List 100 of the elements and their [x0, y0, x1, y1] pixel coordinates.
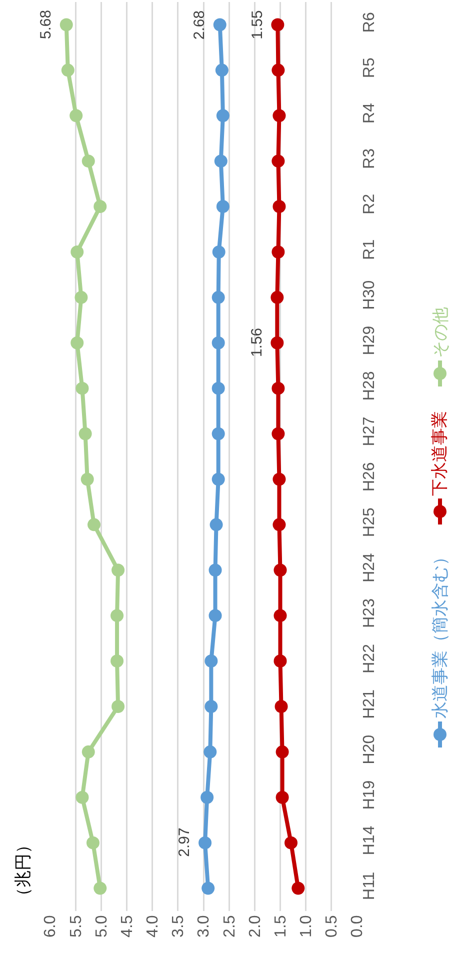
point [112, 700, 125, 713]
x-tick-label: 5.0 [93, 915, 110, 938]
point [70, 109, 83, 122]
point [214, 154, 228, 168]
point [272, 382, 285, 395]
point [274, 609, 287, 622]
y-tick-label: H27 [361, 416, 378, 446]
point [212, 290, 225, 304]
point [208, 609, 222, 622]
point [200, 790, 214, 804]
point [272, 427, 285, 440]
point [276, 790, 289, 804]
y-tick-label: R4 [361, 102, 378, 124]
y-tick-label: H19 [361, 780, 378, 810]
point [216, 200, 230, 214]
x-tick-label: 4.0 [144, 915, 162, 938]
point [198, 836, 212, 850]
point [204, 700, 218, 713]
point [212, 245, 226, 258]
y-tick-label: H22 [361, 644, 378, 674]
point [212, 382, 225, 395]
point [86, 836, 100, 850]
point [272, 200, 286, 214]
x-tick-label: 2.5 [221, 915, 238, 938]
text: 水道事業（簡水含む） [430, 548, 450, 718]
y-tick-label: H24 [361, 552, 378, 582]
point [274, 564, 287, 577]
point [94, 200, 107, 214]
point [202, 882, 215, 895]
point [271, 18, 284, 32]
x-tick-label: 3.0 [196, 915, 213, 938]
y-tick-label: R5 [361, 57, 378, 78]
x-tick-label: 1.5 [272, 915, 290, 938]
x-tick-label: 0.5 [324, 915, 341, 938]
point [76, 790, 89, 804]
x-tick-label: 4.5 [118, 915, 136, 938]
y-tick-label: R3 [361, 148, 378, 169]
point [272, 245, 285, 258]
point [212, 336, 225, 350]
y-axis-title: （兆円） [13, 836, 32, 904]
data-label: 5.68 [38, 10, 55, 40]
text: 下水道事業 [430, 411, 449, 496]
point [215, 64, 228, 77]
y-tick-label: H11 [361, 872, 378, 900]
x-tick-label: 2.0 [246, 915, 264, 938]
y-tick-label: H21 [361, 689, 378, 719]
point [82, 154, 95, 168]
point [210, 518, 223, 532]
y-tick-label: H23 [361, 598, 378, 628]
data-label: 2.97 [176, 828, 194, 857]
point [110, 609, 124, 622]
y-tick-label: H20 [361, 734, 378, 764]
text: その他 [431, 307, 450, 358]
point [274, 700, 288, 713]
y-tick-label: R1 [361, 239, 378, 260]
point [276, 745, 289, 758]
point [272, 472, 286, 486]
y-tick-label: H25 [361, 508, 378, 537]
y-tick-label: H30 [361, 280, 378, 310]
x-tick-label: 0.0 [349, 915, 366, 938]
x-tick-label: 3.5 [170, 915, 188, 938]
point [272, 154, 285, 168]
point [270, 290, 284, 304]
point [88, 518, 100, 532]
point [272, 518, 286, 532]
point [292, 882, 305, 895]
point [76, 382, 89, 395]
point [204, 654, 218, 668]
x-tick-label: 6.0 [42, 915, 60, 938]
x-tick-label: 1.0 [298, 915, 316, 938]
point [60, 18, 73, 32]
point [94, 882, 107, 895]
point [74, 290, 88, 304]
point [274, 654, 287, 668]
data-label: 1.55 [248, 10, 266, 40]
point [208, 564, 222, 577]
x-tick-label: 5.5 [68, 915, 85, 938]
y-tick-label: R6 [361, 12, 378, 33]
point [204, 745, 217, 758]
point [284, 836, 298, 850]
point [272, 109, 286, 122]
point [212, 472, 225, 486]
point [70, 336, 84, 350]
point [110, 654, 124, 668]
point [82, 745, 95, 758]
point [216, 109, 230, 122]
y-tick-label: H14 [361, 826, 378, 856]
point [212, 427, 225, 440]
point [272, 64, 285, 77]
point [61, 64, 74, 77]
point [112, 564, 125, 577]
y-tick-label: H29 [361, 326, 378, 356]
data-label: 1.56 [248, 328, 266, 358]
point [213, 18, 226, 32]
point [80, 472, 94, 486]
point [78, 427, 92, 440]
data-label: 2.68 [191, 10, 208, 40]
y-tick-label: H28 [361, 371, 378, 401]
point [270, 336, 284, 350]
y-tick-label: R2 [361, 194, 378, 214]
